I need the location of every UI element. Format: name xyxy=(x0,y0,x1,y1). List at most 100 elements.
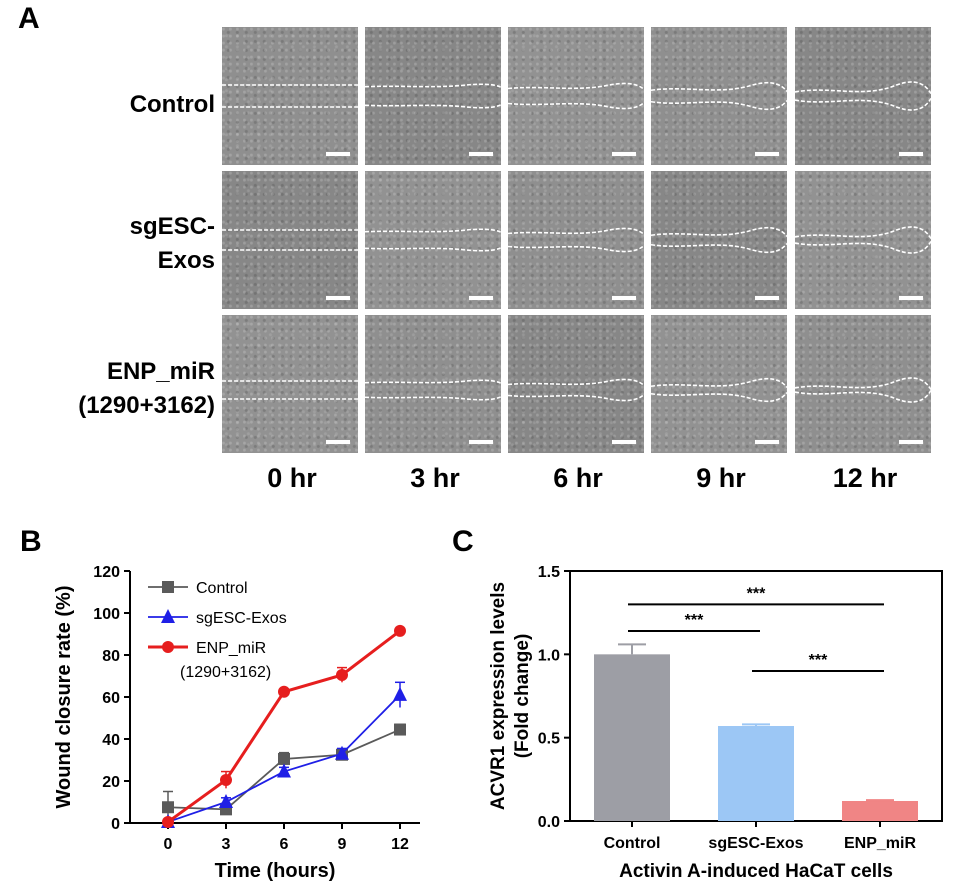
column-label-0hr: 0 hr xyxy=(267,463,317,493)
y-tick-label: 1.0 xyxy=(538,647,560,664)
wound-edge-overlay xyxy=(365,228,501,300)
scale-bar xyxy=(469,296,493,300)
significance-stars: *** xyxy=(809,652,828,669)
row-label-line: ENP_miR xyxy=(106,358,215,385)
wound-edge-upper xyxy=(651,227,787,237)
micrograph-tile xyxy=(508,171,644,309)
data-point xyxy=(220,773,232,786)
scale-bar xyxy=(326,440,350,444)
legend-label-line2: (1290+3162) xyxy=(180,664,271,681)
y-tick-label: 20 xyxy=(102,774,120,791)
scale-bar xyxy=(326,296,350,300)
y-tick-label: 100 xyxy=(93,606,120,623)
data-point xyxy=(162,801,174,814)
column-label-3hr: 3 hr xyxy=(410,463,460,493)
significance-stars: *** xyxy=(685,612,704,629)
data-point xyxy=(219,794,233,808)
micrograph-tile xyxy=(795,171,931,309)
scale-bar xyxy=(612,152,636,156)
wound-edge-lower xyxy=(508,394,644,402)
micrograph-tile xyxy=(365,27,501,165)
column-label-12hr: 12 hr xyxy=(832,463,898,493)
data-point xyxy=(277,763,291,778)
micrograph-tile xyxy=(651,315,787,453)
legend-marker xyxy=(162,581,174,593)
wound-edge-upper xyxy=(508,227,644,235)
wound-edge-overlay xyxy=(508,378,644,444)
legend-marker xyxy=(161,609,175,623)
scale-bar xyxy=(326,152,350,156)
wound-edge-lower xyxy=(795,98,931,111)
y-axis-title-line2: (Fold change) xyxy=(512,634,533,759)
column-label-6hr: 6 hr xyxy=(553,463,603,493)
wound-edge-overlay xyxy=(795,377,931,444)
micrograph-tile xyxy=(222,315,358,453)
y-tick-label: 120 xyxy=(93,564,120,581)
wound-edge-upper xyxy=(795,81,931,94)
wound-edge-overlay xyxy=(222,84,358,156)
x-axis-title: Time (hours) xyxy=(215,860,336,882)
bar-control xyxy=(594,654,670,821)
data-point xyxy=(394,723,406,736)
wound-edge-overlay xyxy=(795,226,931,300)
y-tick-label: 40 xyxy=(102,732,120,749)
wound-closure-line-chart: 0 20 40 60 80 100 120 0 3 6 9 12 Time (hours) Wound c… xyxy=(53,564,420,882)
y-axis-title: ACVR1 expression levels xyxy=(488,582,509,810)
x-axis-title: Activin A-induced HaCaT cells xyxy=(619,861,893,882)
acvr1-bar-chart: 0.0 0.5 1.0 1.5 Control sgESC-Exos ENP_miR *** *… xyxy=(488,564,943,882)
wound-edge-overlay xyxy=(222,229,358,300)
micrograph-tile xyxy=(365,315,501,453)
wound-edge-overlay xyxy=(508,227,644,300)
scale-bar xyxy=(755,296,779,300)
micrograph-tile xyxy=(365,171,501,309)
x-tick-label: 12 xyxy=(391,836,409,853)
wound-edge-lower xyxy=(365,104,501,109)
series-line-2 xyxy=(167,629,401,824)
row-label-sgesc-exos: sgESC- Exos xyxy=(130,210,215,278)
wound-edge-upper xyxy=(365,379,501,384)
row-label-line: sgESC- xyxy=(129,213,215,240)
wound-edge-lower xyxy=(365,396,501,401)
micrograph-tile xyxy=(508,27,644,165)
wound-edge-upper xyxy=(795,226,931,239)
scale-bar xyxy=(899,440,923,444)
wound-edge-lower xyxy=(508,245,644,253)
micrograph-tile xyxy=(651,171,787,309)
data-point xyxy=(394,624,406,637)
wound-edge-overlay xyxy=(365,83,501,156)
scale-bar xyxy=(899,296,923,300)
legend-label: ENP_miR xyxy=(196,640,266,657)
wound-edge-lower xyxy=(651,243,787,253)
wound-edge-overlay xyxy=(651,82,787,156)
row-label-enp-mir: ENP_miR (1290+3162) xyxy=(78,355,215,423)
legend-label: sgESC-Exos xyxy=(196,610,287,627)
row-label-line: Control xyxy=(129,91,215,118)
x-tick-label: Control xyxy=(604,835,661,852)
wound-edge-upper xyxy=(651,378,787,388)
data-point xyxy=(335,745,349,760)
scale-bar xyxy=(612,440,636,444)
row-label-control: Control xyxy=(130,88,215,122)
wound-edge-overlay xyxy=(508,82,644,156)
data-point xyxy=(336,668,348,681)
data-point xyxy=(278,685,290,698)
y-tick-label: 80 xyxy=(102,648,120,665)
row-label-line: Exos xyxy=(157,247,215,274)
bar-enp-mir xyxy=(842,801,918,821)
legend-label: Control xyxy=(196,580,248,597)
micrograph-tile xyxy=(222,27,358,165)
legend-marker xyxy=(162,641,174,653)
row-label-line: (1290+3162) xyxy=(78,392,215,419)
wound-edge-overlay xyxy=(222,380,358,444)
panel-a-label: A xyxy=(18,2,40,35)
micrograph-tile xyxy=(795,27,931,165)
scale-bar xyxy=(899,152,923,156)
bar-sgesc-exos xyxy=(718,726,794,821)
x-tick-label: sgESC-Exos xyxy=(708,835,803,852)
wound-edge-upper xyxy=(795,377,931,390)
wound-edge-lower xyxy=(795,241,931,254)
scale-bar xyxy=(755,152,779,156)
y-tick-label: 0 xyxy=(111,816,120,833)
wound-edge-upper xyxy=(365,83,501,88)
column-label-9hr: 9 hr xyxy=(696,463,746,493)
